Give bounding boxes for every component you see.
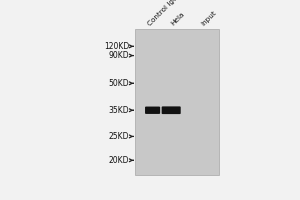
Text: 90KD: 90KD xyxy=(109,51,129,60)
Text: 25KD: 25KD xyxy=(109,132,129,141)
Text: 35KD: 35KD xyxy=(109,106,129,115)
FancyBboxPatch shape xyxy=(145,107,160,114)
Text: Input: Input xyxy=(200,10,218,27)
Text: 120KD: 120KD xyxy=(104,42,129,51)
FancyBboxPatch shape xyxy=(162,106,181,114)
Text: Control IgG: Control IgG xyxy=(147,0,180,27)
Bar xyxy=(135,29,219,175)
Text: Hela: Hela xyxy=(170,11,186,27)
Text: 50KD: 50KD xyxy=(109,79,129,88)
Text: 20KD: 20KD xyxy=(109,156,129,165)
